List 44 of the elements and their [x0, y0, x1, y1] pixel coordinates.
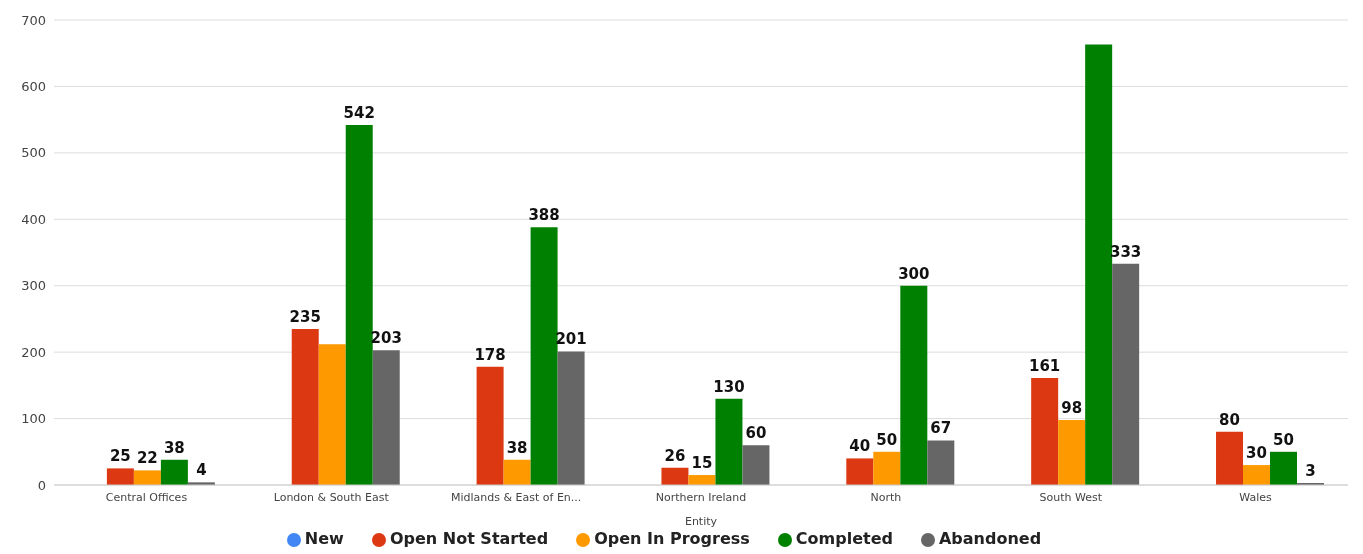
- data-label: 26: [664, 446, 686, 465]
- data-label: 25: [109, 447, 131, 466]
- data-label: 22: [136, 449, 158, 468]
- x-tick-label: Central Offices: [105, 490, 188, 504]
- y-tick-label: 700: [21, 12, 46, 28]
- y-tick-label: 500: [21, 145, 46, 161]
- data-label: 4: [196, 461, 207, 480]
- data-label: 50: [876, 430, 898, 449]
- legend-label: Open Not Started: [389, 529, 549, 548]
- data-label: 15: [691, 454, 713, 473]
- legend-label: New: [304, 529, 344, 548]
- data-label: 388: [528, 206, 560, 225]
- x-tick-label: Midlands & East of En...: [450, 490, 582, 504]
- data-label: 50: [1273, 430, 1294, 449]
- legend-label: Abandoned: [938, 529, 1042, 548]
- y-tick-label: 100: [21, 411, 46, 427]
- y-tick-label: 0: [37, 477, 46, 493]
- data-label: 542: [343, 103, 375, 122]
- data-label: 67: [930, 419, 952, 438]
- y-tick-label: 400: [21, 211, 46, 227]
- data-label: 3: [1305, 462, 1316, 481]
- data-label: 130: [713, 377, 745, 396]
- data-label: 98: [1061, 398, 1083, 417]
- legend-label: Open In Progress: [594, 529, 750, 548]
- x-tick-label: Northern Ireland: [655, 490, 747, 504]
- legend-label: Completed: [795, 529, 893, 548]
- data-label: 60: [745, 424, 767, 443]
- data-label: 80: [1219, 410, 1240, 429]
- y-tick-label: 200: [21, 344, 46, 360]
- x-tick-label: South West: [1039, 490, 1103, 504]
- x-tick-label: Wales: [1239, 490, 1273, 504]
- data-label: 235: [289, 307, 321, 326]
- y-tick-label: 600: [21, 79, 46, 95]
- x-tick-label: North: [870, 490, 902, 504]
- y-tick-label: 300: [21, 278, 46, 294]
- x-tick-label: London & South East: [273, 490, 390, 504]
- data-label: 38: [163, 438, 185, 457]
- data-label: 40: [849, 437, 871, 456]
- data-label: 300: [898, 264, 930, 283]
- data-label: 178: [474, 345, 506, 364]
- data-label: 161: [1029, 357, 1061, 376]
- data-label: 30: [1246, 444, 1267, 463]
- data-label: 38: [506, 438, 528, 457]
- x-axis-title: Entity: [684, 515, 718, 528]
